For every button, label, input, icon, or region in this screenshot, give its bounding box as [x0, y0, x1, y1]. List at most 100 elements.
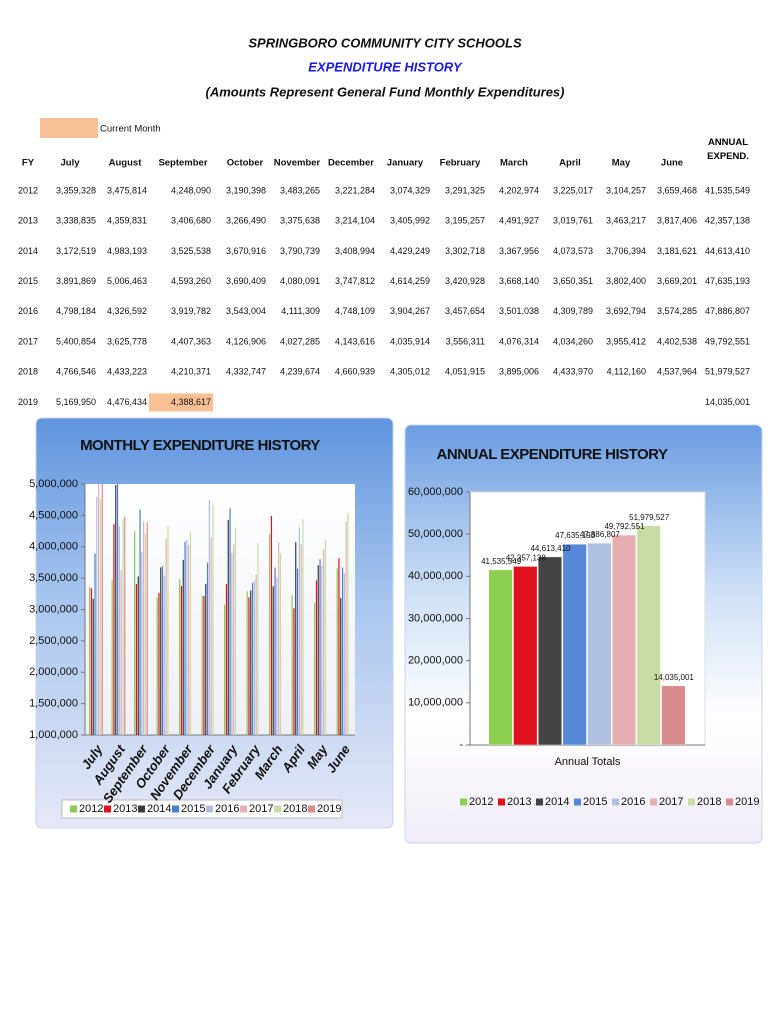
month-cell: 4,305,012 — [390, 367, 430, 377]
bar — [314, 602, 316, 735]
bar — [300, 544, 302, 735]
legend-label: 2014 — [545, 796, 569, 808]
month-cell: 4,248,090 — [171, 185, 211, 195]
y-tick-label: 3,000,000 — [29, 603, 78, 615]
bar — [291, 595, 293, 735]
month-cell: 4,210,371 — [171, 367, 211, 377]
y-tick-label: 30,000,000 — [408, 612, 463, 624]
legend-swatch — [498, 798, 505, 806]
month-cell: 4,143,616 — [335, 336, 375, 346]
y-tick-label: 2,000,000 — [29, 666, 78, 678]
bar — [341, 567, 344, 735]
bar — [234, 527, 237, 735]
value-label: 49,792,551 — [604, 522, 645, 531]
legend-swatch — [138, 805, 145, 813]
month-cell: 3,891,869 — [56, 276, 96, 286]
bar — [201, 595, 203, 735]
month-cell: 3,463,217 — [606, 216, 646, 226]
month-cell: 3,291,325 — [445, 185, 485, 195]
bar — [255, 574, 257, 735]
y-tick-label: 4,000,000 — [29, 541, 78, 553]
bar — [144, 533, 147, 735]
current-month-swatch — [40, 118, 98, 138]
y-tick-label: 4,500,000 — [29, 509, 78, 521]
bar — [250, 590, 252, 735]
month-cell: 4,202,974 — [499, 185, 539, 195]
month-cell: 4,614,259 — [390, 276, 430, 286]
bar — [135, 583, 138, 735]
month-cell: 4,537,964 — [657, 367, 697, 377]
column-header: July — [60, 158, 80, 169]
legend-swatch — [536, 798, 543, 806]
month-cell: 4,309,789 — [553, 306, 593, 316]
month-cell: 4,034,260 — [553, 336, 593, 346]
column-header: December — [328, 158, 374, 169]
month-cell: 3,919,782 — [171, 306, 211, 316]
month-cell: 3,525,538 — [171, 246, 211, 256]
table: FY July August September October November Dece… — [18, 158, 750, 412]
value-label: 51,979,527 — [629, 513, 670, 522]
month-cell: 5,006,463 — [107, 276, 147, 286]
month-cell: 3,574,285 — [657, 306, 697, 316]
chart-title: MONTHLY EXPENDITURE HISTORY — [80, 437, 320, 454]
legend-label: 2013 — [507, 796, 531, 808]
month-cell: 3,670,916 — [226, 246, 266, 256]
month-cell: 3,475,814 — [107, 185, 147, 195]
bar — [324, 539, 327, 735]
bar — [101, 484, 103, 735]
fy-cell: 2012 — [18, 185, 38, 195]
bar — [315, 580, 318, 735]
subtitle: EXPENDITURE HISTORY — [308, 59, 463, 74]
month-cell: 3,625,778 — [107, 336, 147, 346]
bar — [99, 498, 102, 735]
month-cell: 4,027,285 — [280, 336, 320, 346]
month-cell: 3,019,761 — [553, 216, 593, 226]
annual-cell: 47,635,193 — [705, 276, 750, 286]
value-label: 41,535,549 — [481, 557, 522, 566]
column-header: April — [559, 158, 581, 169]
title: SPRINGBORO COMMUNITY CITY SCHOOLS — [248, 35, 522, 50]
bar — [257, 543, 259, 735]
annual-cell: 47,886,807 — [705, 306, 750, 316]
bar — [118, 526, 120, 735]
month-cell: 4,073,573 — [553, 246, 593, 256]
month-cell: 3,338,835 — [56, 216, 96, 226]
x-tick-label: Annual Totals — [555, 756, 621, 768]
month-cell: 3,895,006 — [499, 367, 539, 377]
bar — [92, 598, 94, 735]
bar — [165, 538, 167, 735]
bar — [137, 576, 139, 735]
monthly-plot — [85, 484, 355, 735]
legend-label: 2016 — [215, 803, 239, 815]
legend-swatch — [612, 798, 619, 806]
column-header: June — [661, 158, 683, 169]
month-cell: 3,266,490 — [226, 216, 266, 226]
bar — [224, 604, 226, 735]
bar — [319, 559, 321, 735]
annual-cell: 51,979,527 — [705, 367, 750, 377]
fy-cell: 2017 — [18, 336, 38, 346]
bar — [122, 519, 124, 735]
month-cell: 4,332,747 — [226, 367, 266, 377]
y-tick-label: 50,000,000 — [408, 528, 463, 540]
month-cell: 4,983,193 — [107, 246, 147, 256]
legend-label: 2012 — [79, 803, 103, 815]
month-cell: 3,817,406 — [657, 216, 697, 226]
legend-swatch — [206, 805, 213, 813]
bar — [274, 567, 276, 735]
bar — [203, 596, 205, 735]
bar — [661, 685, 686, 745]
value-label: 14,035,001 — [654, 673, 695, 682]
month-cell: 3,802,400 — [606, 276, 646, 286]
bar — [186, 539, 188, 735]
bar — [156, 597, 158, 735]
legend-swatch — [70, 805, 77, 813]
bar — [115, 485, 117, 735]
fy-cell: 2016 — [18, 306, 38, 316]
bar — [163, 575, 165, 735]
bar — [513, 566, 538, 745]
month-cell: 3,668,140 — [499, 276, 539, 286]
bar — [96, 496, 98, 735]
legend-swatch — [460, 798, 467, 806]
bar — [488, 569, 513, 745]
